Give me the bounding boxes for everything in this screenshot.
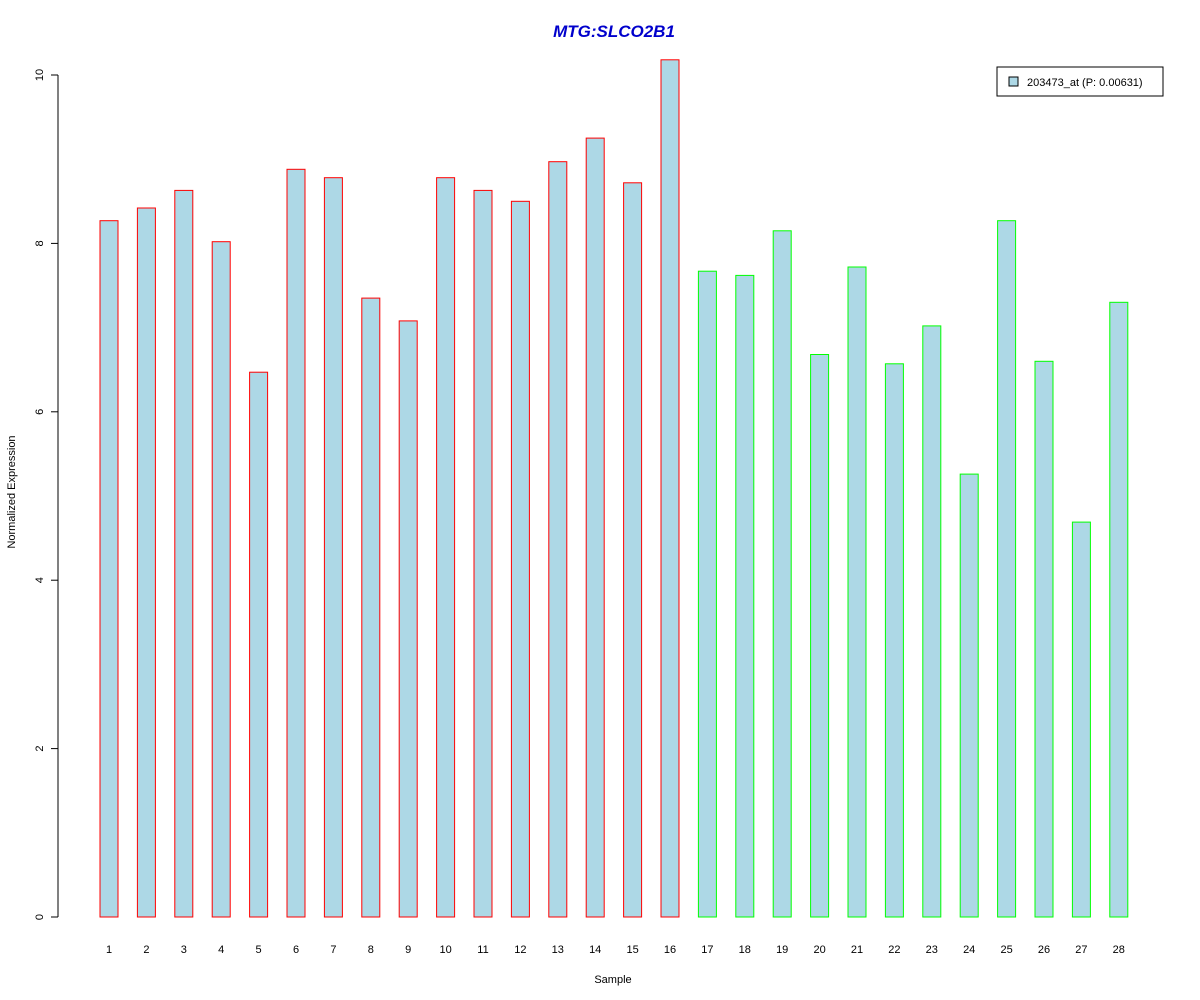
x-tick-label: 24 xyxy=(963,944,975,956)
y-tick-label: 8 xyxy=(34,240,46,246)
legend: 203473_at (P: 0.00631) xyxy=(996,66,1164,97)
bar xyxy=(323,177,343,918)
x-tick-label: 19 xyxy=(776,944,788,956)
x-tick-label: 15 xyxy=(626,944,638,956)
bar xyxy=(735,274,755,918)
bar xyxy=(286,168,306,918)
bar xyxy=(697,270,717,918)
x-tick-label: 13 xyxy=(552,944,564,956)
bar xyxy=(510,200,530,918)
x-tick-label: 27 xyxy=(1075,944,1087,956)
chart-title: MTG:SLCO2B1 xyxy=(553,22,675,41)
bar xyxy=(997,220,1017,918)
bar xyxy=(136,207,156,918)
x-tick-label: 12 xyxy=(514,944,526,956)
y-tick-label: 10 xyxy=(34,69,46,81)
x-tick-label: 23 xyxy=(926,944,938,956)
y-tick-label: 2 xyxy=(34,746,46,752)
bar xyxy=(884,363,904,918)
bar xyxy=(1109,301,1129,918)
x-tick-label: 11 xyxy=(477,944,488,956)
legend-box xyxy=(996,66,1164,97)
bar xyxy=(585,137,605,918)
x-tick-label: 14 xyxy=(589,944,601,956)
bar xyxy=(1034,360,1054,918)
x-tick-label: 21 xyxy=(851,944,863,956)
bar xyxy=(772,230,792,918)
bar xyxy=(548,161,568,918)
x-tick-label: 3 xyxy=(181,944,187,956)
bar xyxy=(623,182,643,918)
x-tick-label: 5 xyxy=(256,944,262,956)
x-tick-label: 22 xyxy=(888,944,900,956)
x-tick-labels: 1 2 3 4 5 6 7 8 9 10 11 12 13 14 15 16 17 18 19 20 21 22 23 24 2… xyxy=(106,944,1125,956)
x-tick-label: 10 xyxy=(439,944,451,956)
x-tick-label: 9 xyxy=(405,944,411,956)
y-tick-label: 4 xyxy=(34,577,46,583)
bar xyxy=(660,59,680,918)
bar xyxy=(174,189,194,918)
x-tick-label: 25 xyxy=(1000,944,1012,956)
y-axis-label: Normalized Expression xyxy=(6,435,18,548)
bars xyxy=(99,59,1129,918)
x-tick-label: 6 xyxy=(293,944,299,956)
bar xyxy=(847,266,867,918)
x-tick-label: 17 xyxy=(701,944,713,956)
y-tick-label: 0 xyxy=(34,914,46,920)
x-axis-label: Sample xyxy=(594,974,631,986)
y-tick-label: 6 xyxy=(34,409,46,415)
bar xyxy=(1071,521,1091,918)
x-tick-label: 2 xyxy=(143,944,149,956)
x-tick-label: 26 xyxy=(1038,944,1050,956)
bar xyxy=(922,325,942,918)
x-tick-label: 1 xyxy=(106,944,112,956)
bar xyxy=(436,177,456,918)
bar xyxy=(249,371,269,918)
x-tick-label: 4 xyxy=(218,944,224,956)
x-tick-label: 20 xyxy=(813,944,825,956)
x-tick-label: 8 xyxy=(368,944,374,956)
bar xyxy=(473,189,493,918)
bar xyxy=(398,320,418,918)
bar xyxy=(959,473,979,918)
bar xyxy=(211,241,231,918)
bar xyxy=(810,354,830,918)
x-tick-label: 16 xyxy=(664,944,676,956)
x-tick-label: 28 xyxy=(1113,944,1125,956)
y-axis: 0 2 4 6 8 10 xyxy=(34,69,59,920)
bar xyxy=(361,297,381,918)
x-tick-label: 7 xyxy=(330,944,336,956)
legend-swatch xyxy=(1008,76,1019,87)
bar xyxy=(99,220,119,918)
x-tick-label: 18 xyxy=(739,944,751,956)
legend-label: 203473_at (P: 0.00631) xyxy=(1027,77,1143,89)
